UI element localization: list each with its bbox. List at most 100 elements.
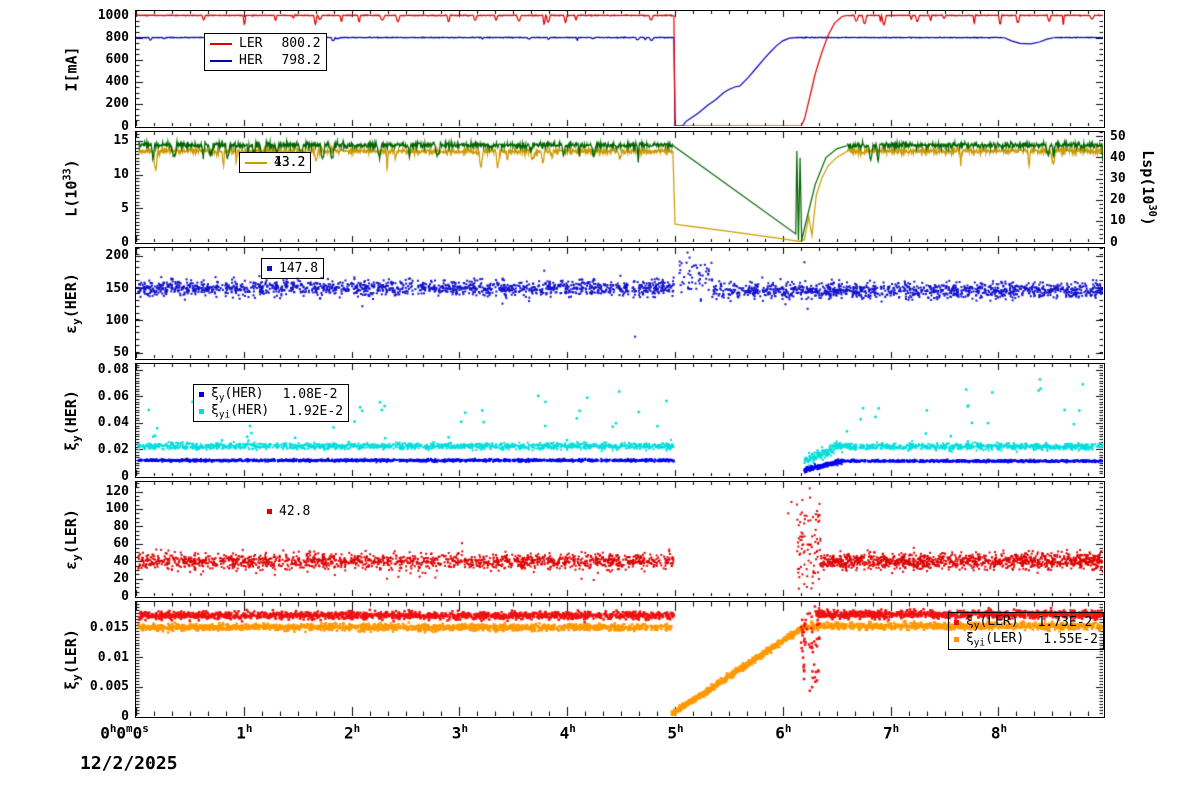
legend-value: 1.08E-2	[282, 387, 338, 402]
y-tick-label: 0.005	[89, 679, 129, 695]
y-tick-label: 40	[113, 553, 129, 569]
legend-value: 1.92E-2	[288, 404, 344, 419]
legend-dot-marker	[199, 409, 204, 414]
legend-entry: 147.8	[267, 260, 318, 277]
right-tick-label: 40	[1110, 149, 1126, 165]
panel-current: I[mA] LER 800.2 HER 798.2	[63, 10, 1105, 128]
legend-label: ξy(HER)	[211, 385, 264, 404]
panel-emittance-ler: εy(LER) 42.8	[62, 481, 1105, 598]
legend-line-marker	[210, 42, 232, 45]
x-tick-label: 7h	[883, 722, 900, 743]
y-tick-label: 150	[105, 280, 129, 296]
legend-entry: ξyi(LER) 1.55E-2	[953, 630, 1098, 649]
y-tick-label: 0	[121, 118, 129, 134]
legend-entry: ξy(LER) 1.73E-2	[953, 613, 1098, 632]
legend-entry: LER 800.2	[210, 35, 321, 52]
legend-value: 147.8	[279, 261, 319, 276]
y-tick-label: 0	[121, 234, 129, 250]
legend-current: LER 800.2 HER 798.2	[204, 33, 327, 71]
y-tick-label: 0.06	[97, 388, 129, 404]
y-axis-title-luminosity: L(1033)	[60, 132, 84, 243]
y-tick-label: 50	[113, 345, 129, 361]
legend-beam-beam-ler: ξy(LER) 1.73E-2 ξyi(LER) 1.55E-2	[947, 612, 1104, 650]
y-tick-label: 600	[105, 52, 129, 68]
legend-dot-marker	[267, 509, 272, 514]
y-tick-label: 20	[113, 571, 129, 587]
legend-entry: 13.2	[245, 154, 305, 171]
y-tick-label: 15	[113, 133, 129, 149]
y-tick-label: 5	[121, 200, 129, 216]
panel-beam-beam-ler: ξy(LER) ξy(LER) 1.73E-2 ξyi(LER) 1.55E-2	[62, 601, 1105, 718]
legend-emittance-ler: 42.8	[262, 502, 315, 521]
legend-dot-marker	[267, 266, 272, 271]
right-tick-label: 10	[1110, 213, 1126, 229]
y-tick-label: 1000	[97, 7, 129, 23]
panel-luminosity-canvas	[136, 132, 1103, 242]
legend-label: ξyi(LER)	[965, 630, 1025, 649]
legend-luminosity: 43.2 13.2	[239, 152, 312, 173]
legend-entry: ξyi(HER) 1.92E-2	[199, 403, 343, 420]
legend-label: LER	[239, 36, 263, 51]
legend-dot-marker	[199, 392, 204, 397]
legend-value: 800.2	[281, 36, 321, 51]
x-tick-label: 1h	[236, 722, 253, 743]
x-tick-label: 0h0m0s	[100, 722, 149, 743]
y-tick-label: 100	[105, 501, 129, 517]
x-tick-label: 3h	[451, 722, 469, 743]
panel-beam-beam-ler-canvas	[136, 602, 1103, 716]
panel-luminosity: L(1033) Lsp(1030) 43.2 13.2	[63, 131, 1157, 244]
legend-line-marker	[245, 161, 267, 164]
legend-spacer	[245, 162, 267, 164]
y-tick-label: 0.08	[97, 362, 129, 378]
panel-emittance-her: εy(HER) 147.8	[62, 247, 1105, 360]
legend-dot-marker	[953, 637, 959, 642]
legend-beam-beam-her: ξy(HER) 1.08E-2 ξyi(HER) 1.92E-2	[193, 384, 350, 422]
right-tick-label: 30	[1110, 171, 1126, 187]
right-tick-label: 0	[1110, 234, 1118, 250]
y-tick-label: 10	[113, 167, 129, 182]
legend-line-marker	[210, 59, 232, 62]
x-tick-label: 8h	[990, 722, 1008, 743]
legend-entry: ξy(HER) 1.08E-2	[199, 386, 343, 403]
legend-emittance-her: 147.8	[261, 258, 325, 279]
x-tick-label: 2h	[343, 722, 361, 743]
legend-value: 13.2	[274, 155, 306, 170]
right-tick-label: 50	[1110, 128, 1126, 144]
right-tick-label: 20	[1110, 192, 1126, 208]
panel-emittance-her-canvas	[136, 248, 1103, 358]
legend-label: ξy(LER)	[965, 613, 1019, 632]
legend-entry: 43.2	[245, 154, 305, 171]
y-tick-label: 0	[121, 588, 129, 604]
legend-value: 1.73E-2	[1037, 615, 1093, 630]
y-tick-label: 0	[121, 468, 129, 484]
panel-emittance-ler-canvas	[136, 482, 1103, 596]
y-tick-label: 60	[113, 536, 129, 552]
legend-dot-marker	[953, 620, 959, 625]
legend-value: 43.2	[274, 155, 306, 170]
legend-value: 1.55E-2	[1043, 632, 1098, 647]
legend-value: 798.2	[281, 53, 321, 68]
y-tick-label: 200	[105, 248, 129, 264]
legend-entry: 42.8	[267, 503, 310, 520]
y-tick-label: 800	[105, 30, 129, 46]
y-tick-label: 0.015	[89, 620, 129, 636]
y-tick-label: 80	[113, 518, 129, 534]
legend-entry: HER 798.2	[210, 52, 321, 69]
legend-label: ξyi(HER)	[211, 402, 270, 421]
y-tick-label: 200	[105, 96, 129, 112]
panel-beam-beam-her: ξy(HER) ξy(HER) 1.08E-2 ξyi(HER) 1.92E-2	[62, 363, 1105, 478]
y-tick-label: 0	[121, 708, 129, 724]
y-tick-label: 120	[105, 484, 129, 500]
y-tick-label: 0.04	[97, 415, 129, 431]
y-tick-label: 400	[105, 74, 129, 90]
x-tick-label: 4h	[559, 722, 576, 743]
x-tick-label: 5h	[667, 722, 684, 743]
x-tick-label: 6h	[775, 722, 792, 743]
legend-value: 42.8	[279, 504, 311, 519]
legend-label: HER	[239, 53, 263, 68]
y-tick-label: 0.01	[97, 649, 129, 665]
y-axis-title-emittance-her: εy(HER)	[60, 248, 84, 359]
y-tick-label: 100	[105, 312, 129, 328]
y-tick-label: 0.02	[97, 441, 129, 457]
